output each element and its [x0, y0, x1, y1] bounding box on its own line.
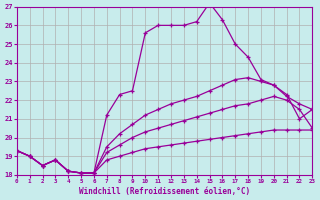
X-axis label: Windchill (Refroidissement éolien,°C): Windchill (Refroidissement éolien,°C) [79, 187, 250, 196]
